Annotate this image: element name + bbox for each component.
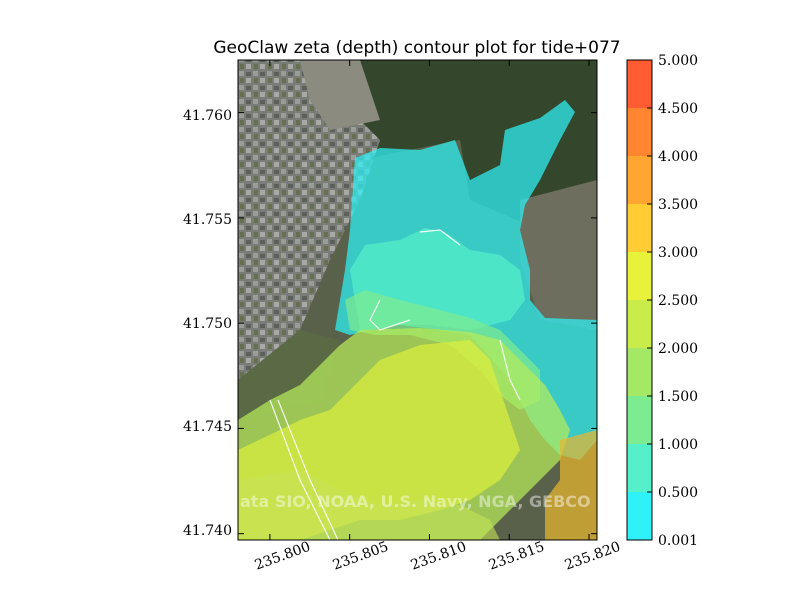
colorbar-band-4 xyxy=(627,300,652,348)
colorbar-label-5: 2.500 xyxy=(658,293,698,309)
x-tick-label-2: 235.810 xyxy=(409,539,469,574)
y-axis: 41.740 41.745 41.750 41.755 41.760 xyxy=(183,108,597,539)
channel-lines xyxy=(269,229,521,540)
colorbar-label-6: 3.000 xyxy=(658,245,698,261)
colorbar-band-2 xyxy=(627,396,652,444)
colorbar-label-7: 3.500 xyxy=(658,197,698,213)
y-tick-label-2: 41.750 xyxy=(183,316,232,332)
colorbar-band-5 xyxy=(627,252,652,300)
colorbar-band-9 xyxy=(627,60,652,108)
y-tick-label-3: 41.755 xyxy=(183,212,232,228)
colorbar: 0.001 0.500 1.000 1.500 2.000 2.500 3.00… xyxy=(626,53,698,549)
colorbar-label-10: 5.000 xyxy=(658,53,698,69)
depth-contours xyxy=(238,100,597,540)
colorbar-label-1: 0.500 xyxy=(658,485,698,501)
colorbar-label-8: 4.000 xyxy=(658,149,698,165)
y-tick-label-1: 41.745 xyxy=(183,419,232,435)
colorbar-band-8 xyxy=(627,108,652,156)
colorbar-bands xyxy=(627,60,652,540)
colorbar-ticks xyxy=(647,59,652,541)
colorbar-band-1 xyxy=(627,444,652,492)
x-tick-group xyxy=(269,60,590,540)
y-tick-label-4: 41.760 xyxy=(183,108,232,124)
colorbar-band-7 xyxy=(627,156,652,204)
x-tick-label-1: 235.805 xyxy=(331,539,391,574)
chart-title: GeoClaw zeta (depth) contour plot for ti… xyxy=(213,38,620,58)
colorbar-label-9: 4.500 xyxy=(658,101,698,117)
colorbar-band-6 xyxy=(627,204,652,252)
y-tick-label-0: 41.740 xyxy=(183,523,232,539)
x-tick-label-4: 235.820 xyxy=(563,539,623,574)
x-tick-label-3: 235.815 xyxy=(487,539,547,574)
colorbar-label-4: 2.000 xyxy=(658,341,698,357)
colorbar-label-0: 0.001 xyxy=(658,533,698,549)
map-watermark: ata SIO, NOAA, U.S. Navy, NGA, GEBCO xyxy=(240,492,591,511)
x-tick-label-0: 235.800 xyxy=(253,539,313,574)
plot-area: ata SIO, NOAA, U.S. Navy, NGA, GEBCO xyxy=(238,60,597,540)
colorbar-label-2: 1.000 xyxy=(658,437,698,453)
colorbar-label-3: 1.500 xyxy=(658,389,698,405)
colorbar-band-0 xyxy=(627,492,652,540)
colorbar-band-3 xyxy=(627,348,652,396)
axes-frame xyxy=(237,59,598,541)
contour-3-3.5 xyxy=(545,430,597,540)
y-tick-group xyxy=(238,112,597,535)
